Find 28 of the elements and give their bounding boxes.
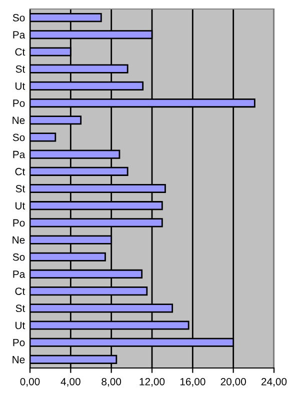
y-tick-label: St bbox=[16, 304, 26, 312]
y-tick-label: Ct bbox=[15, 48, 26, 56]
x-tick-label: 0,00 bbox=[20, 378, 40, 387]
y-tick-label: Pa bbox=[13, 270, 26, 278]
y-tick-label: Pa bbox=[13, 150, 26, 158]
x-tick-label: 12,00 bbox=[140, 378, 165, 387]
y-tick-label: Ct bbox=[15, 168, 26, 176]
y-tick-label: Po bbox=[13, 100, 25, 107]
y-tick-label: Ne bbox=[12, 236, 25, 244]
y-tick-label: St bbox=[16, 185, 26, 192]
x-tick-label: 16,00 bbox=[180, 378, 206, 387]
y-tick-label: So bbox=[12, 134, 25, 142]
y-tick-label: Po bbox=[13, 338, 25, 346]
y-tick-label: Ne bbox=[12, 356, 25, 364]
y-tick-label: Ne bbox=[12, 116, 25, 124]
y-tick-label: So bbox=[12, 253, 25, 261]
y-tick-label: Po bbox=[13, 219, 25, 227]
x-tick-label: 8,00 bbox=[102, 378, 122, 387]
x-tick-label: 24,00 bbox=[261, 378, 287, 387]
y-tick-label: Ut bbox=[16, 322, 26, 330]
y-tick-label: So bbox=[12, 14, 25, 22]
y-tick-label: Pa bbox=[13, 31, 26, 39]
y-tick-label: St bbox=[16, 65, 26, 73]
y-tick-label: Ut bbox=[16, 82, 26, 90]
y-tick-label: Ut bbox=[16, 202, 26, 210]
x-tick-label: 4,00 bbox=[60, 378, 80, 387]
y-tick-label: Ct bbox=[15, 288, 26, 295]
x-tick-label: 20,00 bbox=[220, 378, 246, 387]
